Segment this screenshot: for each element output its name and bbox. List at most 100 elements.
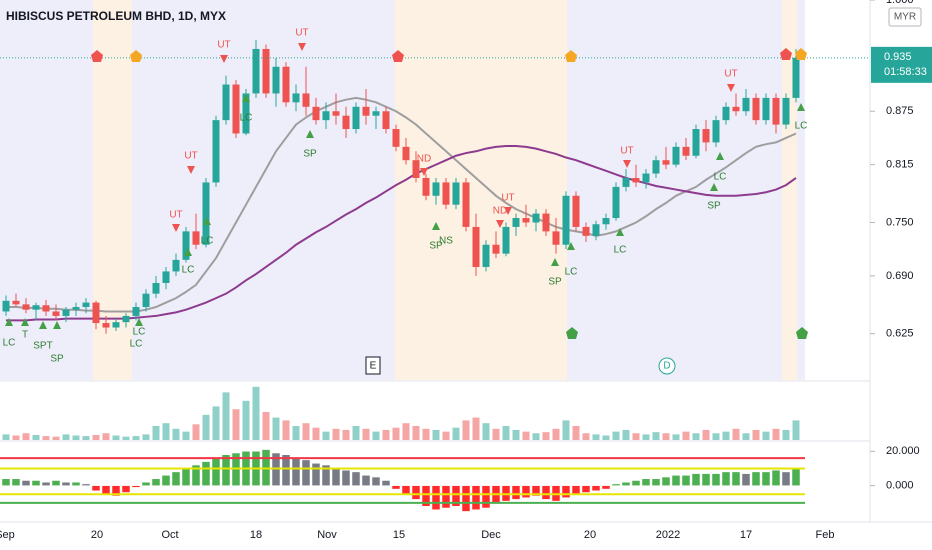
x-tick-label: Oct: [161, 529, 178, 541]
countdown: 01:58:33: [884, 66, 927, 78]
signal-triangle: [21, 318, 29, 326]
indicator-bar: [601, 485, 611, 490]
indicator-bar: [651, 478, 661, 486]
indicator-bar: [661, 476, 671, 486]
candle-body: [132, 307, 140, 316]
candle-body: [192, 231, 200, 245]
signal-triangle: [39, 321, 47, 329]
candle-body: [652, 160, 660, 174]
x-tick-label: 20: [91, 529, 103, 541]
signal-label: LC: [795, 121, 808, 132]
volume-bar: [672, 434, 680, 440]
candle-body: [72, 307, 80, 310]
candle-body: [332, 111, 340, 116]
indicator-bar: [281, 454, 291, 486]
volume-bar: [722, 431, 730, 440]
candle-body: [22, 304, 30, 310]
candle-body: [162, 271, 170, 283]
indicator-bar: [751, 471, 761, 486]
candle-body: [212, 120, 220, 183]
y-tick-label: 1.000: [886, 0, 914, 6]
indicator-bar: [461, 485, 471, 512]
indicator-bar: [781, 471, 791, 486]
volume-bar: [452, 427, 460, 440]
x-tick-label: Nov: [317, 529, 337, 541]
signal-label: E: [370, 361, 377, 372]
candle-body: [82, 302, 90, 308]
volume-bar: [402, 423, 410, 440]
signal-label: UT: [501, 193, 514, 204]
volume-bar: [752, 429, 760, 440]
candle-body: [692, 129, 700, 156]
volume-bar: [772, 428, 780, 440]
signal-label: UT: [295, 28, 308, 39]
volume-bar: [122, 436, 130, 440]
signal-pentagon: [565, 50, 577, 62]
candle-body: [232, 84, 240, 134]
indicator-bar: [421, 485, 431, 507]
volume-bar: [282, 420, 290, 440]
signal-triangle: [5, 318, 13, 326]
indicator-bar: [611, 483, 621, 486]
signal-label: LC: [130, 339, 143, 350]
candle-body: [632, 177, 640, 183]
session-band: [797, 0, 805, 380]
indicator-bar: [691, 473, 701, 486]
indicator-bar: [711, 473, 721, 486]
volume-bar: [502, 426, 510, 440]
volume-bar: [162, 423, 170, 440]
x-tick-label: Feb: [816, 529, 835, 541]
volume-bar: [622, 429, 630, 440]
signal-label: T: [22, 330, 28, 341]
volume-bar: [172, 428, 180, 440]
indicator-bar: [31, 480, 41, 486]
signal-triangle: [496, 220, 504, 228]
volume-bar: [712, 433, 720, 440]
indicator-bar: [181, 468, 191, 486]
signal-label: LC: [201, 236, 214, 247]
signal-label: LC: [133, 327, 146, 338]
signal-pentagon: [130, 50, 142, 62]
volume-bar: [432, 429, 440, 440]
volume-bar: [582, 433, 590, 440]
candle-body: [102, 323, 110, 328]
volume-bar: [72, 435, 80, 440]
indicator-bar: [41, 481, 51, 486]
volume-bar: [112, 435, 120, 440]
x-tick-label: 17: [740, 529, 752, 541]
y-tick-label: 0.750: [886, 216, 914, 228]
indicator-bar: [21, 480, 31, 486]
candle-body: [452, 182, 460, 205]
signal-label: UT: [620, 146, 633, 157]
signal-label: LC: [240, 113, 253, 124]
candle-body: [722, 106, 730, 121]
candle-body: [92, 302, 100, 324]
volume-bar: [742, 433, 750, 440]
volume-bar: [372, 431, 380, 440]
signal-triangle: [797, 103, 805, 111]
volume-bar: [462, 420, 470, 440]
candle-body: [42, 305, 50, 312]
candle-body: [62, 309, 70, 316]
signal-triangle: [220, 55, 228, 63]
signal-pentagon: [566, 327, 578, 339]
volume-bar: [542, 432, 550, 440]
candle-body: [492, 244, 500, 254]
indicator-bar: [671, 475, 681, 486]
chart-title: HIBISCUS PETROLEUM BHD, 1D, MYX: [6, 9, 226, 23]
indicator-bar: [721, 471, 731, 486]
volume-bar: [252, 386, 260, 440]
candle-body: [12, 300, 20, 305]
volume-bar: [322, 431, 330, 440]
signal-triangle: [306, 130, 314, 138]
candle-body: [152, 282, 160, 294]
signal-label: SP: [303, 149, 317, 160]
volume-bar: [392, 427, 400, 440]
volume-bar: [362, 428, 370, 440]
signal-triangle: [242, 94, 250, 102]
volume-bar: [422, 428, 430, 440]
candle-body: [382, 111, 390, 130]
volume-bar: [732, 428, 740, 440]
volume-bar: [592, 434, 600, 440]
indicator-bar: [631, 480, 641, 486]
